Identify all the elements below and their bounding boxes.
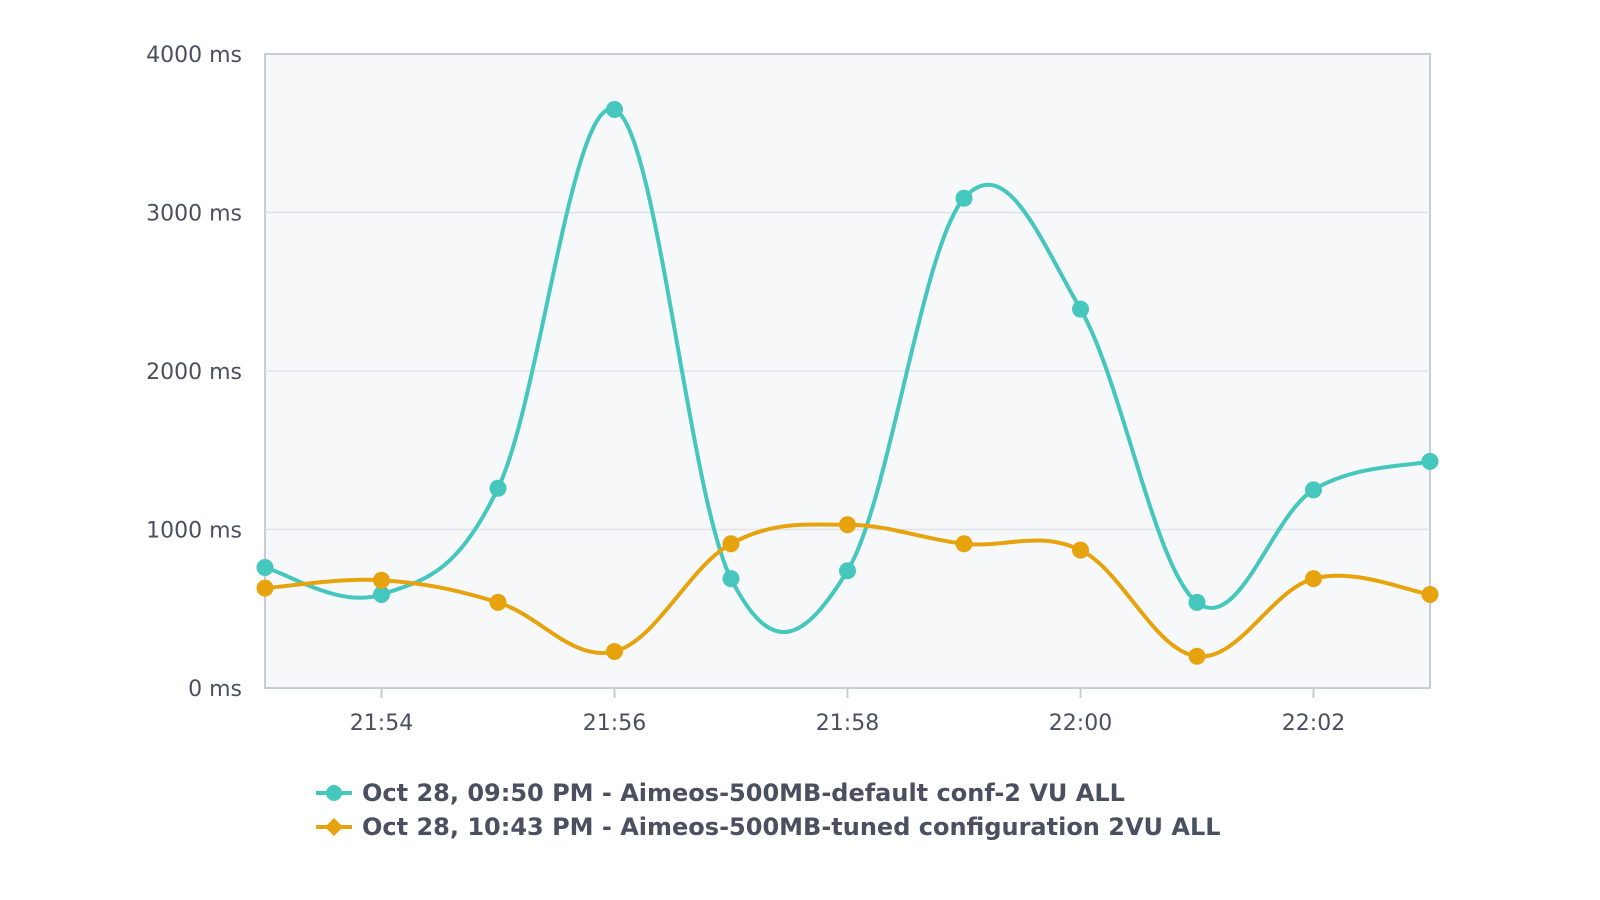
data-point[interactable] [955,535,973,553]
data-point[interactable] [256,579,274,597]
x-tick-label: 21:58 [816,711,879,736]
data-point[interactable] [839,516,856,534]
y-tick-label: 2000 ms [146,360,242,385]
x-tick-label: 21:56 [583,711,646,736]
y-tick-label: 4000 ms [146,43,242,68]
legend: Oct 28, 09:50 PM - Aimeos-500MB-default … [316,776,1221,844]
data-point[interactable] [839,562,856,580]
x-tick-label: 22:02 [1282,711,1345,736]
legend-label: Oct 28, 10:43 PM - Aimeos-500MB-tuned co… [362,813,1221,841]
data-point[interactable] [256,559,274,577]
y-tick-label: 0 ms [188,677,242,702]
data-point[interactable] [1188,647,1206,665]
data-point[interactable] [373,585,390,603]
data-point[interactable] [955,189,973,207]
data-point[interactable] [722,570,740,588]
data-point[interactable] [489,593,507,611]
y-tick-label: 1000 ms [146,519,242,544]
x-axis-labels: 21:54 21:56 21:58 22:00 22:02 [350,711,1345,736]
data-point[interactable] [606,643,623,661]
data-point[interactable] [489,479,507,497]
y-axis-labels: 0 ms 1000 ms 2000 ms 3000 ms 4000 ms [146,43,242,702]
data-point[interactable] [1421,585,1439,603]
legend-item-tuned-conf[interactable]: Oct 28, 10:43 PM - Aimeos-500MB-tuned co… [316,810,1221,844]
data-point[interactable] [1305,481,1322,499]
legend-diamond-marker-icon [316,818,352,836]
data-point[interactable] [1072,300,1089,318]
y-tick-label: 3000 ms [146,202,242,227]
data-point[interactable] [1188,593,1206,611]
data-point[interactable] [373,571,390,589]
x-tick-label: 21:54 [350,711,413,736]
data-point[interactable] [606,100,623,118]
legend-label: Oct 28, 09:50 PM - Aimeos-500MB-default … [362,779,1125,807]
data-point[interactable] [1072,541,1089,559]
x-axis-ticks [380,688,1315,698]
series-markers[interactable] [256,100,1439,665]
data-point[interactable] [1421,452,1439,470]
data-point[interactable] [1305,570,1322,588]
x-tick-label: 22:00 [1049,711,1112,736]
legend-item-default-conf[interactable]: Oct 28, 09:50 PM - Aimeos-500MB-default … [316,776,1221,810]
legend-circle-marker-icon [316,785,352,801]
data-point[interactable] [722,535,740,553]
